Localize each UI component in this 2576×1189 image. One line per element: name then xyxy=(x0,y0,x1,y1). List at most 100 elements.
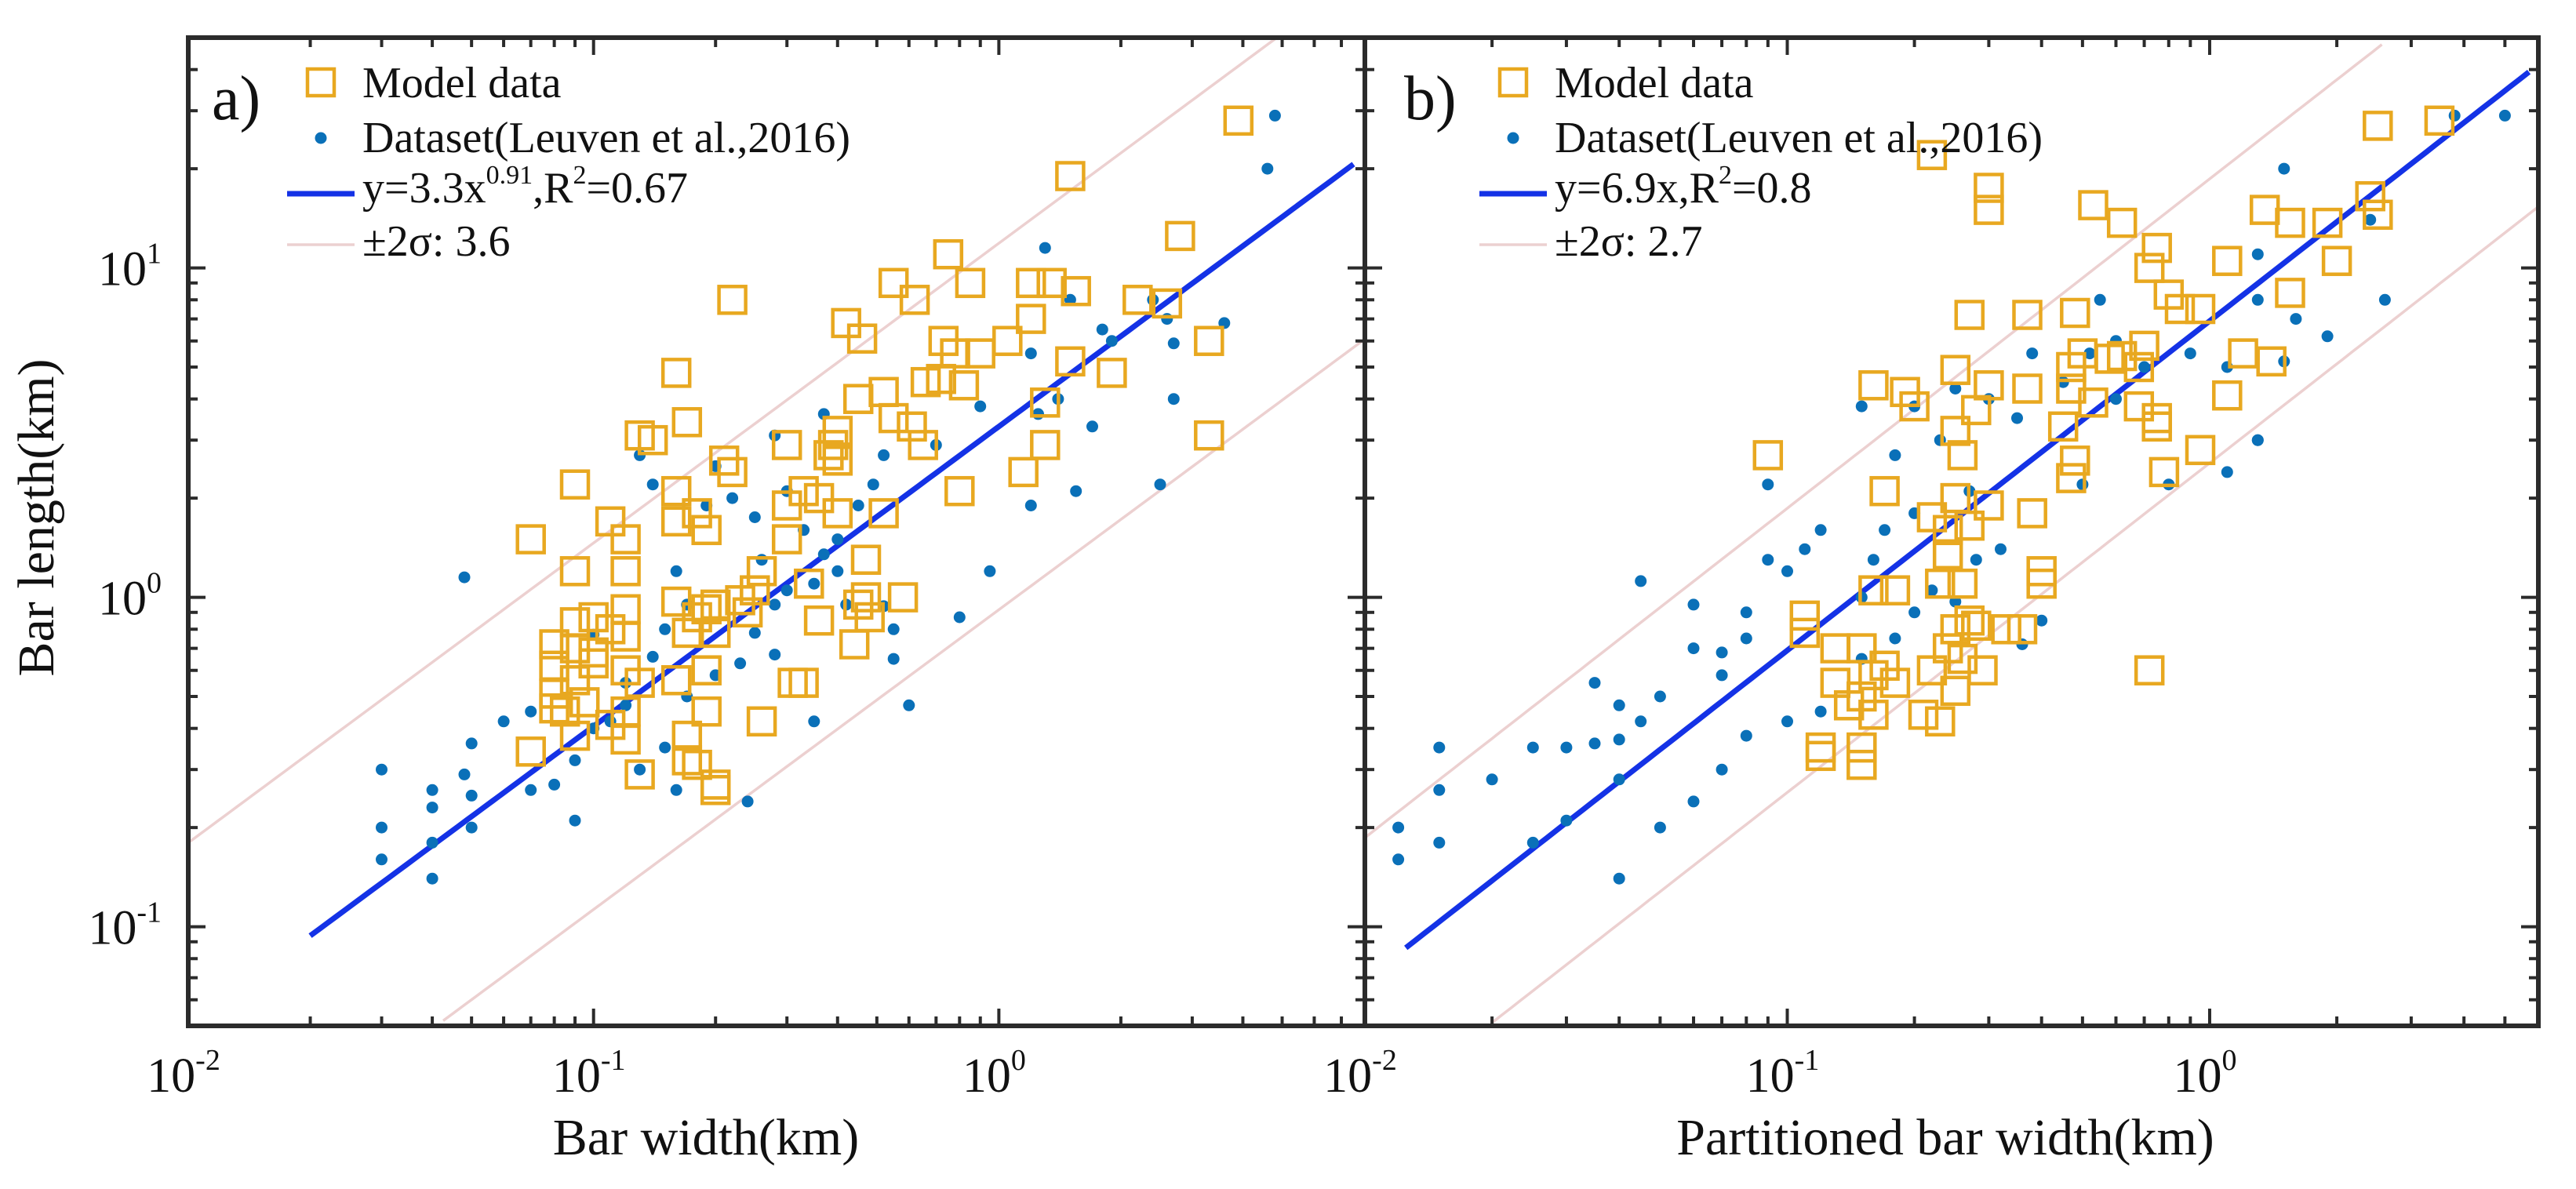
model-point xyxy=(2363,111,2393,141)
model-point xyxy=(1036,267,1067,299)
dataset-point xyxy=(2138,361,2151,373)
dataset-point xyxy=(1970,554,1982,566)
model-point xyxy=(948,370,980,401)
dataset-point xyxy=(1889,632,1901,645)
dataset-point xyxy=(1814,524,1827,536)
legend-dataset-label-b: Dataset(Leuven et al.,2016) xyxy=(1555,114,2043,162)
dataset-point xyxy=(1867,554,1879,566)
dataset-point xyxy=(1486,773,1498,786)
model-point xyxy=(2249,195,2280,225)
dataset-point xyxy=(1635,715,1647,728)
model-point xyxy=(691,594,722,625)
panel-a: 10-2 10-1 100 10-1 100 101 a) Model data Dat… xyxy=(88,35,1367,1166)
model-point xyxy=(2123,351,2155,383)
dataset-point xyxy=(1588,677,1601,689)
dataset-point xyxy=(1261,162,1274,175)
model-point xyxy=(637,424,668,456)
model-point xyxy=(1805,732,1836,763)
model-point xyxy=(700,617,731,649)
dataset-point xyxy=(808,715,820,728)
dataset-point xyxy=(2448,109,2461,122)
dataset-point xyxy=(1654,690,1666,703)
model-point xyxy=(1846,749,1877,780)
legend-fit-label-b: y=6.9x,R2=0.8 xyxy=(1555,161,1812,213)
dataset-point xyxy=(1433,836,1446,849)
model-point xyxy=(1858,370,1889,401)
model-point xyxy=(2141,411,2172,442)
dataset-point xyxy=(1908,606,1921,619)
model-point xyxy=(569,687,600,718)
dataset-point xyxy=(831,565,844,577)
legend-model-swatch-b xyxy=(1497,67,1529,98)
dataset-point xyxy=(1740,606,1752,619)
model-point xyxy=(595,506,626,537)
y-tick-label: 100 xyxy=(98,567,162,626)
legend-dataset-swatch-a xyxy=(315,132,327,144)
model-point xyxy=(2056,351,2087,383)
dataset-point xyxy=(497,715,510,728)
model-point xyxy=(899,285,930,315)
model-point xyxy=(1932,539,1963,570)
dataset-point xyxy=(1560,814,1573,827)
model-point xyxy=(2212,380,2243,411)
model-point xyxy=(691,515,722,546)
dataset-point xyxy=(887,623,900,635)
model-point xyxy=(1879,575,1911,605)
model-point xyxy=(682,498,712,529)
dataset-point xyxy=(2184,347,2196,360)
dataset-point xyxy=(831,533,844,546)
model-point xyxy=(868,376,899,408)
model-point xyxy=(671,617,703,649)
model-point xyxy=(1789,600,1821,631)
model-point xyxy=(624,759,655,790)
dataset-point xyxy=(1070,485,1082,497)
model-point xyxy=(691,655,722,685)
model-point xyxy=(1879,667,1911,698)
model-point xyxy=(1899,391,1930,422)
model-point xyxy=(1947,568,1978,599)
dataset-point xyxy=(1560,741,1573,754)
panel-label-b: b) xyxy=(1404,64,1457,133)
dataset-point xyxy=(1161,313,1173,325)
model-point xyxy=(1152,288,1183,319)
legend-band-label-b: ±2σ: 2.7 xyxy=(1555,217,1702,266)
legend-model-swatch-a xyxy=(305,67,337,98)
dataset-point xyxy=(2076,478,2089,491)
legend-a: Model data Dataset(Leuven et al.,2016) y… xyxy=(287,59,850,266)
y-tick-label: 10-1 xyxy=(88,896,162,955)
dataset-point xyxy=(984,565,996,577)
dataset-point xyxy=(2251,434,2264,446)
model-point xyxy=(515,736,546,767)
model-point xyxy=(1858,700,1889,730)
model-point xyxy=(515,524,546,555)
dataset-point xyxy=(426,784,438,796)
model-point xyxy=(2060,297,2090,329)
dataset-points-b xyxy=(1392,109,2511,885)
dataset-point xyxy=(426,872,438,885)
lower-band-line xyxy=(442,337,1366,1022)
model-point xyxy=(1061,275,1091,307)
upper-band-line xyxy=(1363,43,2383,839)
dataset-point xyxy=(2251,293,2264,306)
model-point xyxy=(1869,650,1900,682)
y-tick-label: 101 xyxy=(98,238,162,296)
legend-dataset-label-a: Dataset(Leuven et al.,2016) xyxy=(362,114,850,162)
model-point xyxy=(1016,267,1046,299)
model-point xyxy=(2026,568,2057,599)
model-point xyxy=(691,696,722,727)
dataset-point xyxy=(769,649,781,661)
model-point xyxy=(2164,293,2196,325)
model-point xyxy=(822,445,853,476)
model-point xyxy=(671,745,703,776)
model-point xyxy=(732,597,763,628)
model-point xyxy=(2060,445,2090,476)
dataset-point xyxy=(1926,584,1938,597)
dataset-point xyxy=(1716,669,1728,682)
model-point xyxy=(926,363,956,395)
model-point xyxy=(1008,456,1039,488)
dataset-point xyxy=(1613,872,1625,885)
dataset-point xyxy=(1086,420,1098,433)
model-point xyxy=(1820,633,1851,664)
dataset-point xyxy=(670,565,682,577)
model-point xyxy=(1947,440,1978,471)
